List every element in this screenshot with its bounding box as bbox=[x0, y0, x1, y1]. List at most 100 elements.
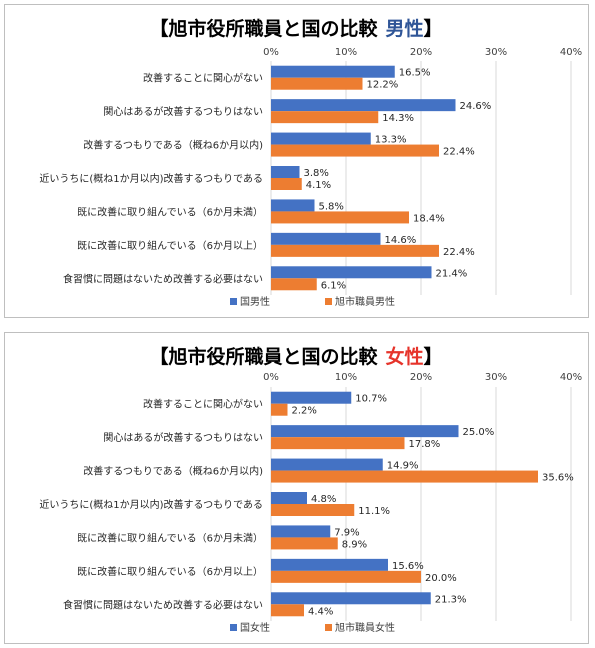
bar-asahi bbox=[271, 570, 421, 583]
category-labels: 改善することに関心がない関心はあるが改善するつもりはない改善するつもりである（概… bbox=[39, 398, 263, 612]
legend-label: 旭市職員女性 bbox=[335, 621, 395, 634]
data-label: 8.9% bbox=[342, 539, 367, 550]
bar-asahi bbox=[271, 470, 538, 483]
bars bbox=[271, 65, 456, 291]
bar-national bbox=[271, 132, 371, 145]
data-label: 24.6% bbox=[460, 101, 492, 112]
category-label: 食習慣に問題はないため改善する必要はない bbox=[63, 272, 263, 285]
x-tick-label: 0% bbox=[263, 372, 279, 383]
bar-asahi bbox=[271, 604, 304, 617]
bar-national bbox=[271, 99, 456, 112]
legend: 国男性 旭市職員男性 bbox=[230, 295, 395, 308]
legend-swatch bbox=[230, 298, 237, 305]
category-label: 既に改善に取り組んでいる（6か月未満） bbox=[77, 205, 263, 218]
data-labels: 10.7% 2.2% 25.0% 17.8% 14.9% 35.6% 4.8% 11.1% 7.… bbox=[292, 394, 574, 618]
chart-male: 【旭市役所職員と国の比較 男性】 0% 10% 20% 30% 40% 改善することに関心… bbox=[39, 17, 582, 308]
legend-label: 国女性 bbox=[240, 621, 270, 634]
bar-asahi bbox=[271, 504, 355, 516]
bar-asahi bbox=[271, 178, 302, 190]
data-label: 18.4% bbox=[413, 213, 445, 224]
data-label: 22.4% bbox=[443, 247, 475, 258]
data-label: 10.7% bbox=[355, 394, 387, 405]
data-label: 21.3% bbox=[435, 594, 467, 605]
category-labels: 改善することに関心がない関心はあるが改善するつもりはない改善するつもりである（概… bbox=[39, 72, 263, 286]
chart-title-gender: 女性 bbox=[386, 345, 424, 368]
chart-title-main: 旭市役所職員と国の比較 bbox=[167, 345, 378, 368]
data-label: 12.2% bbox=[367, 80, 399, 91]
x-tick-label: 10% bbox=[335, 47, 357, 58]
data-label: 20.0% bbox=[425, 573, 457, 584]
bar-asahi bbox=[271, 537, 338, 550]
data-label: 16.5% bbox=[399, 68, 431, 79]
category-label: 近いうちに(概ね1か月以内)改善するつもりである bbox=[39, 498, 263, 511]
data-label: 7.9% bbox=[334, 527, 359, 538]
category-label: 食習慣に問題はないため改善する必要はない bbox=[63, 598, 263, 611]
bar-national bbox=[271, 65, 395, 78]
chart-title-open: 【 bbox=[149, 345, 168, 368]
bar-national bbox=[271, 425, 459, 438]
chart-title-open: 【 bbox=[149, 17, 168, 40]
data-label: 14.9% bbox=[387, 461, 419, 472]
chart-panel-female: 【旭市役所職員と国の比較 女性】 0% 10% 20% 30% 40% 改善することに関心… bbox=[4, 332, 589, 644]
data-label: 14.6% bbox=[385, 235, 417, 246]
bar-national bbox=[271, 391, 352, 404]
data-label: 17.8% bbox=[409, 439, 441, 450]
x-tick-label: 20% bbox=[410, 372, 432, 383]
bar-national bbox=[271, 592, 431, 605]
x-tick-label: 20% bbox=[410, 47, 432, 58]
x-tick-label: 0% bbox=[263, 47, 279, 58]
data-label: 4.4% bbox=[308, 606, 333, 617]
category-label: 既に改善に取り組んでいる（6か月未満） bbox=[77, 531, 263, 544]
bar-asahi bbox=[271, 278, 317, 291]
x-tick-label: 10% bbox=[335, 372, 357, 383]
x-tick-label: 40% bbox=[560, 47, 582, 58]
chart-female: 【旭市役所職員と国の比較 女性】 0% 10% 20% 30% 40% 改善することに関心… bbox=[39, 345, 582, 634]
x-axis-ticks: 0% 10% 20% 30% 40% bbox=[263, 372, 582, 383]
data-label: 5.8% bbox=[319, 201, 344, 212]
bar-asahi bbox=[271, 244, 439, 257]
category-label: 近いうちに(概ね1か月以内)改善するつもりである bbox=[39, 172, 263, 185]
bar-national bbox=[271, 558, 388, 571]
data-label: 4.1% bbox=[306, 180, 331, 191]
data-label: 6.1% bbox=[321, 280, 346, 291]
bar-national bbox=[271, 266, 432, 279]
x-axis-ticks: 0% 10% 20% 30% 40% bbox=[263, 47, 582, 58]
bar-asahi bbox=[271, 403, 288, 416]
category-label: 改善するつもりである（概ね6か月以内) bbox=[83, 465, 263, 478]
data-label: 25.0% bbox=[463, 427, 495, 438]
bar-asahi bbox=[271, 437, 405, 450]
data-label: 3.8% bbox=[304, 168, 329, 179]
data-label: 22.4% bbox=[443, 147, 475, 158]
legend-swatch bbox=[325, 624, 332, 631]
data-label: 11.1% bbox=[358, 506, 390, 517]
category-label: 既に改善に取り組んでいる（6か月以上） bbox=[77, 565, 263, 578]
category-label: 関心はあるが改善するつもりはない bbox=[103, 431, 263, 444]
legend-label: 国男性 bbox=[240, 295, 270, 308]
chart-title: 【旭市役所職員と国の比較 男性】 bbox=[149, 17, 442, 40]
chart-title-main: 旭市役所職員と国の比較 bbox=[167, 17, 378, 40]
data-label: 13.3% bbox=[375, 135, 407, 146]
bar-national bbox=[271, 199, 315, 212]
category-label: 改善することに関心がない bbox=[143, 72, 263, 85]
category-label: 既に改善に取り組んでいる（6か月以上） bbox=[77, 239, 263, 252]
bar-national bbox=[271, 492, 307, 504]
data-label: 35.6% bbox=[542, 473, 574, 484]
data-label: 15.6% bbox=[392, 561, 424, 572]
legend: 国女性 旭市職員女性 bbox=[230, 621, 395, 634]
chart-title: 【旭市役所職員と国の比較 女性】 bbox=[149, 345, 442, 368]
category-label: 改善することに関心がない bbox=[143, 398, 263, 411]
bar-asahi bbox=[271, 211, 409, 224]
data-labels: 16.5%12.2% 24.6% 14.3% 13.3% 22.4% 3.8%4.1% 5.… bbox=[304, 68, 492, 292]
x-tick-label: 30% bbox=[485, 47, 507, 58]
bar-national bbox=[271, 232, 381, 245]
data-label: 2.2% bbox=[292, 406, 317, 417]
legend-swatch bbox=[230, 624, 237, 631]
x-tick-label: 40% bbox=[560, 372, 582, 383]
chart-panel-male: 【旭市役所職員と国の比較 男性】 0% 10% 20% 30% 40% 改善することに関心… bbox=[4, 4, 589, 318]
category-label: 改善するつもりである（概ね6か月以内) bbox=[83, 139, 263, 152]
legend-swatch bbox=[325, 298, 332, 305]
bars bbox=[271, 391, 538, 617]
bar-asahi bbox=[271, 77, 363, 90]
bar-asahi bbox=[271, 144, 439, 157]
category-label: 関心はあるが改善するつもりはない bbox=[103, 105, 263, 118]
